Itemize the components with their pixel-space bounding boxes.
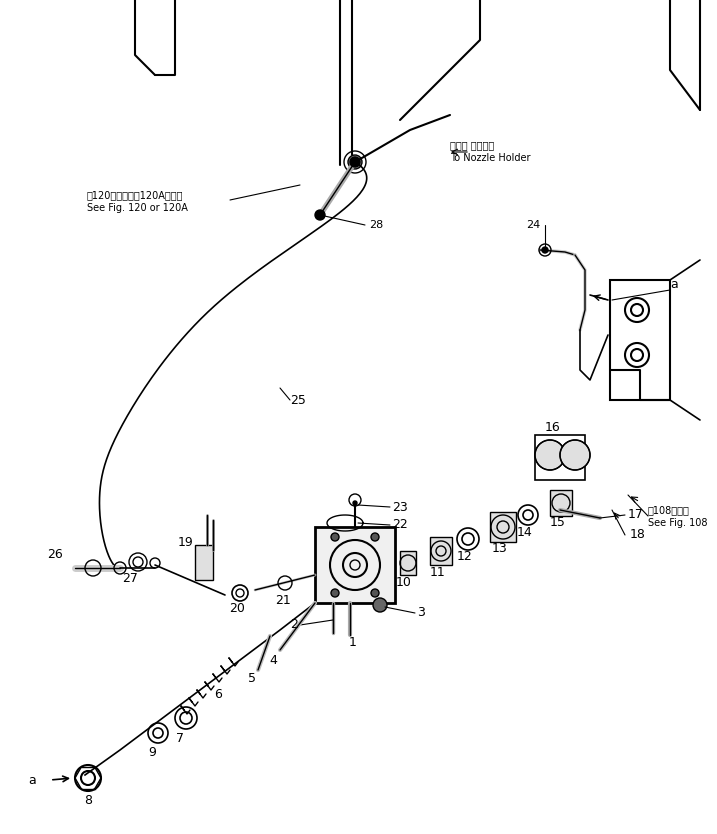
Text: 10: 10 (396, 576, 412, 590)
Circle shape (315, 210, 325, 220)
Text: 20: 20 (229, 602, 245, 615)
Text: 第108図参照: 第108図参照 (648, 505, 690, 515)
Circle shape (331, 589, 339, 597)
Bar (195, 545, 213, 580)
Text: 5: 5 (248, 671, 256, 685)
Bar (400, 551, 416, 575)
Text: 27: 27 (122, 571, 138, 585)
Circle shape (560, 440, 590, 470)
Text: 2: 2 (290, 619, 298, 631)
Circle shape (348, 155, 362, 169)
Text: 3: 3 (417, 605, 425, 619)
Circle shape (350, 157, 360, 167)
Circle shape (353, 501, 357, 505)
Text: See Fig. 120 or 120A: See Fig. 120 or 120A (87, 203, 188, 213)
Bar (315, 527, 395, 603)
Text: 4: 4 (269, 654, 277, 666)
Circle shape (331, 533, 339, 541)
Text: 9: 9 (148, 746, 156, 758)
Circle shape (371, 533, 379, 541)
Text: To Nozzle Holder: To Nozzle Holder (450, 153, 531, 163)
Text: 12: 12 (457, 550, 473, 564)
Circle shape (542, 247, 548, 253)
Text: ノズル ホルダヘ: ノズル ホルダヘ (450, 140, 494, 150)
Text: 25: 25 (290, 394, 306, 406)
Text: 23: 23 (392, 500, 408, 514)
Text: 11: 11 (430, 566, 446, 580)
Bar (610, 280, 670, 400)
Text: 15: 15 (550, 516, 566, 530)
Circle shape (371, 589, 379, 597)
Text: 8: 8 (84, 793, 92, 806)
Text: 24: 24 (526, 220, 540, 230)
Bar (550, 490, 572, 516)
Text: 6: 6 (214, 689, 222, 701)
Text: 17: 17 (628, 509, 644, 521)
Text: 第120図または第120A図参照: 第120図または第120A図参照 (87, 190, 184, 200)
Text: 7: 7 (176, 731, 184, 745)
Text: See Fig. 108: See Fig. 108 (648, 518, 708, 528)
Text: 19: 19 (177, 536, 193, 550)
Circle shape (373, 598, 387, 612)
Text: a: a (670, 279, 678, 292)
Text: 26: 26 (47, 549, 63, 561)
Text: 14: 14 (517, 526, 533, 540)
Text: 22: 22 (392, 519, 408, 531)
Circle shape (535, 440, 565, 470)
Bar (430, 537, 452, 565)
Text: 13: 13 (492, 542, 508, 555)
Text: 28: 28 (369, 220, 384, 230)
Bar (535, 435, 585, 480)
Text: 18: 18 (630, 529, 646, 541)
Bar (490, 512, 516, 542)
Text: 21: 21 (275, 594, 291, 606)
Text: a: a (28, 773, 36, 786)
Text: 16: 16 (545, 420, 561, 434)
Text: 1: 1 (349, 636, 357, 650)
